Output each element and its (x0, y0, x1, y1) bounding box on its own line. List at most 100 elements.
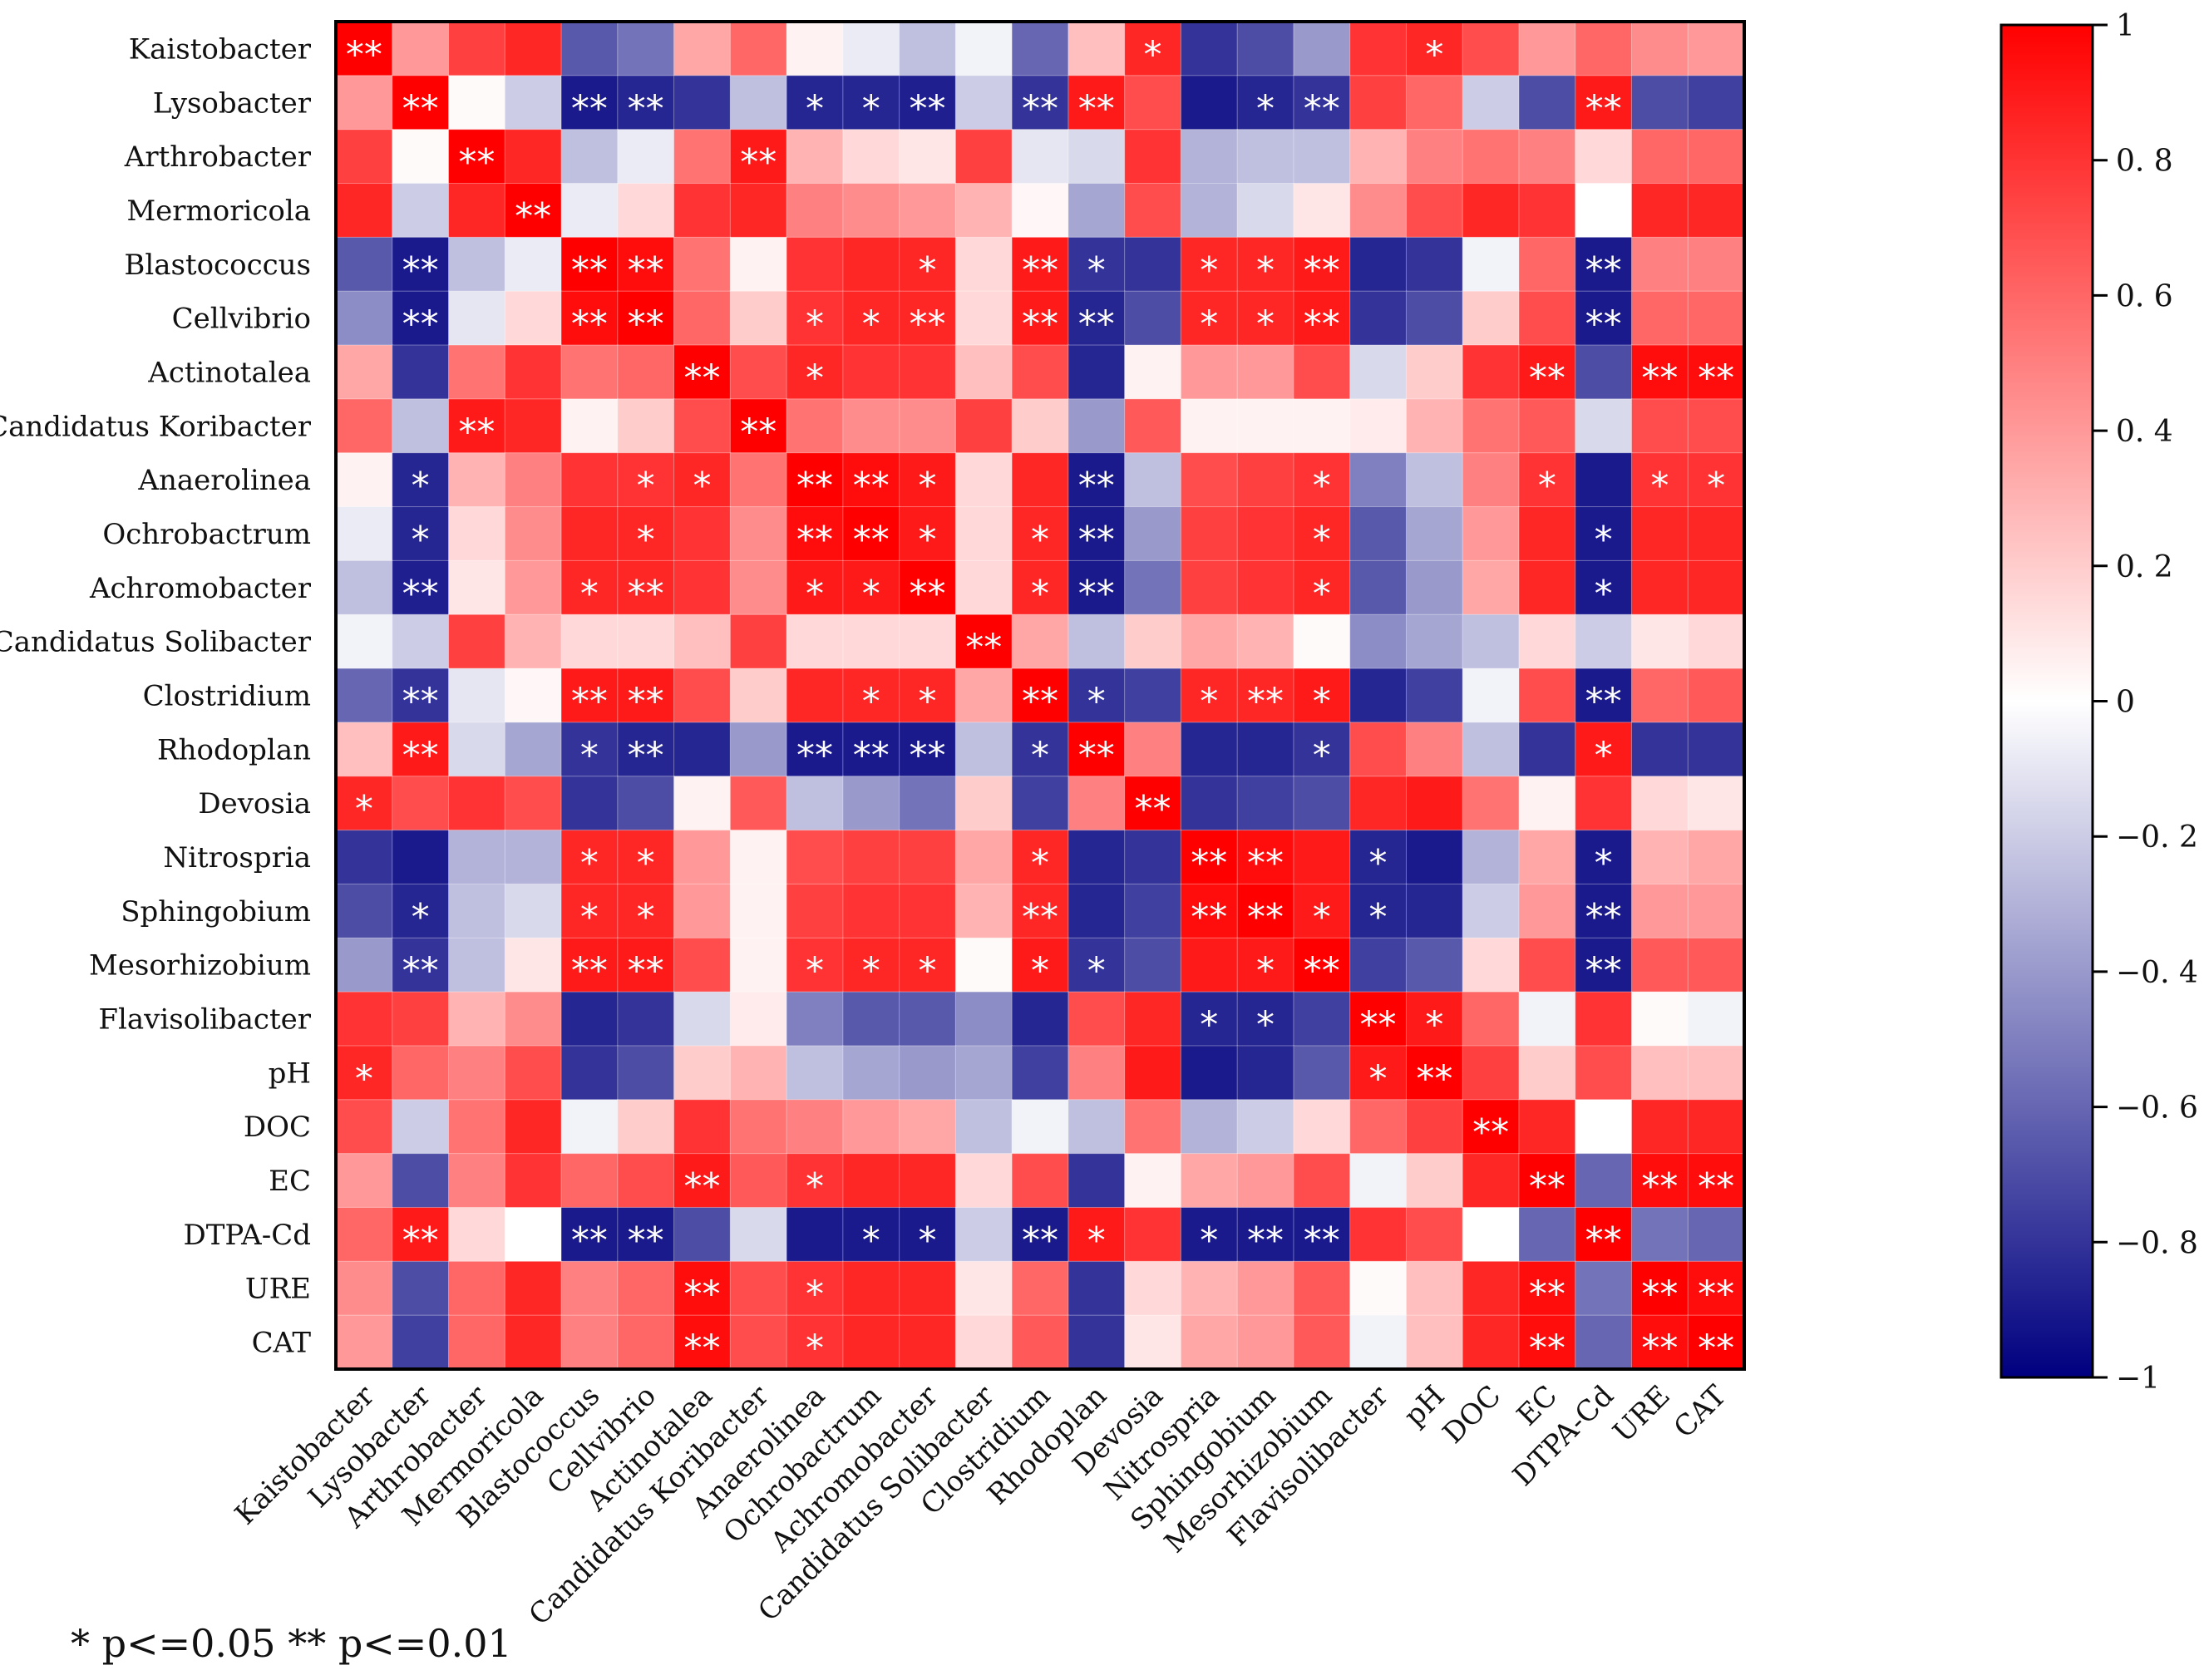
heatmap-cell (1518, 559, 1576, 616)
significance-mark: * (580, 842, 599, 884)
heatmap-cell (1687, 613, 1745, 670)
heatmap-cell (504, 1153, 563, 1209)
heatmap-cell (448, 129, 506, 185)
heatmap-cell (1011, 75, 1069, 131)
heatmap-cell (1518, 21, 1576, 76)
significance-mark: ** (1641, 1328, 1678, 1370)
colorbar-tick-label: 0 (2116, 686, 2135, 720)
heatmap-cell (1687, 1260, 1745, 1317)
heatmap-cell (560, 236, 619, 293)
significance-mark: ** (1247, 681, 1284, 723)
heatmap-cell (617, 991, 675, 1047)
heatmap-cell (1405, 1099, 1464, 1155)
heatmap-cell (1180, 722, 1239, 777)
heatmap-cell (617, 1314, 675, 1371)
heatmap-cell (786, 1206, 844, 1263)
significance-mark: ** (1585, 303, 1622, 346)
significance-mark: * (806, 950, 824, 993)
significance-mark: ** (402, 87, 439, 130)
heatmap-cell (954, 937, 1013, 993)
heatmap-cell (504, 1206, 563, 1263)
significance-mark: * (637, 896, 655, 939)
heatmap-cell (1124, 1045, 1182, 1101)
heatmap-cell (1349, 21, 1408, 76)
heatmap-cell (617, 452, 675, 508)
heatmap-cell (899, 183, 957, 239)
heatmap-cell (729, 776, 788, 831)
significance-mark: * (355, 1057, 373, 1100)
significance-mark: ** (1078, 573, 1115, 615)
heatmap-cell (673, 1153, 732, 1209)
heatmap-cell (1293, 398, 1351, 454)
heatmap-cell (786, 236, 844, 293)
heatmap-cell (1405, 1153, 1464, 1209)
heatmap-cell (560, 668, 619, 723)
heatmap-cell (1349, 398, 1408, 454)
heatmap-cell (448, 506, 506, 562)
heatmap-cell (1180, 883, 1239, 939)
heatmap-cell (504, 883, 563, 939)
heatmap-cell (1180, 1153, 1239, 1209)
heatmap-cell (729, 1045, 788, 1101)
significance-mark: ** (1022, 249, 1058, 292)
heatmap-cell (392, 722, 450, 777)
heatmap-cell (1067, 883, 1126, 939)
heatmap-cell (1124, 937, 1182, 993)
heatmap-cell (954, 830, 1013, 885)
heatmap-cell (1349, 452, 1408, 508)
heatmap-cell (954, 883, 1013, 939)
row-label: Lysobacter (153, 86, 312, 120)
heatmap-cell (560, 883, 619, 939)
heatmap-cell (1575, 1099, 1633, 1155)
heatmap-cell (842, 129, 900, 185)
heatmap-cell (504, 1314, 563, 1371)
significance-mark: ** (1191, 842, 1227, 884)
significance-mark: ** (1304, 249, 1340, 292)
heatmap-cell (335, 452, 393, 508)
heatmap-cell (335, 1314, 393, 1371)
heatmap-cell (1462, 1099, 1520, 1155)
heatmap-cell (560, 1206, 619, 1263)
heatmap-cell (842, 991, 900, 1047)
heatmap-cell (1180, 236, 1239, 293)
heatmap-cell (1630, 830, 1689, 885)
significance-mark: ** (1641, 357, 1678, 399)
heatmap-cell (1575, 991, 1633, 1047)
heatmap-cell (448, 183, 506, 239)
heatmap-cell (899, 776, 957, 831)
significance-mark: * (637, 465, 655, 507)
significance-mark: * (355, 788, 373, 830)
significance-mark: * (1369, 842, 1388, 884)
heatmap-cell (335, 75, 393, 131)
heatmap-cell (1687, 21, 1745, 76)
row-label: DOC (244, 1111, 311, 1144)
heatmap-cell (1518, 1099, 1576, 1155)
heatmap-cell (617, 1260, 675, 1317)
colorbar-tick-label: −1 (2116, 1362, 2160, 1396)
significance-mark: ** (1529, 1328, 1565, 1370)
heatmap-cell (1067, 183, 1126, 239)
heatmap-cell (448, 1206, 506, 1263)
heatmap-cell (335, 830, 393, 885)
heatmap-cell (899, 883, 957, 939)
heatmap-cell (1011, 1099, 1069, 1155)
heatmap-cell (1067, 668, 1126, 723)
heatmap-cell (1405, 668, 1464, 723)
significance-mark: * (1256, 950, 1275, 993)
heatmap-cell (1180, 344, 1239, 400)
heatmap-cell (335, 883, 393, 939)
heatmap-cell (1349, 613, 1408, 670)
heatmap-cell (560, 1260, 619, 1317)
significance-mark: ** (853, 519, 890, 561)
heatmap-cell (504, 991, 563, 1047)
heatmap-cell (1180, 75, 1239, 131)
heatmap-cell (1349, 1206, 1408, 1263)
heatmap-cell (899, 21, 957, 76)
heatmap-cell (1630, 290, 1689, 347)
heatmap-cell (392, 937, 450, 993)
significance-mark: ** (1585, 681, 1622, 723)
heatmap-cell (954, 452, 1013, 508)
heatmap-cell (954, 344, 1013, 400)
heatmap-cell (1687, 1206, 1745, 1263)
heatmap-cell (335, 1206, 393, 1263)
